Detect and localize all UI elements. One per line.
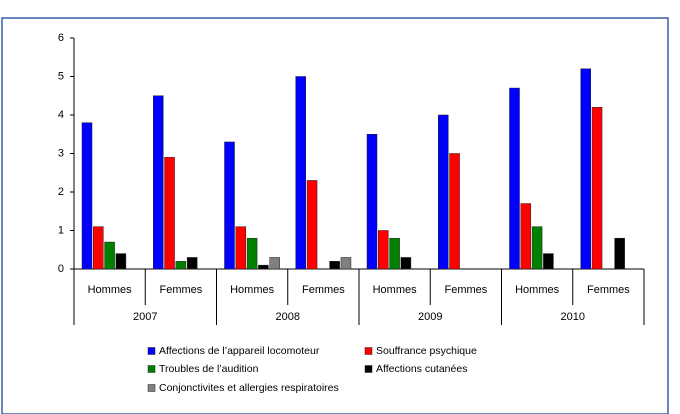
bar: [591, 107, 603, 270]
bar: [224, 141, 235, 270]
bar: [520, 203, 532, 270]
legend-label: Troubles de l’audition: [159, 363, 259, 375]
bar: [235, 226, 247, 270]
bar: [509, 87, 520, 270]
bar: [115, 253, 127, 270]
y-tick-label: 1: [58, 224, 64, 236]
bar: [295, 76, 306, 270]
y-tick-label: 2: [58, 186, 64, 198]
group-label: 2008: [276, 311, 300, 323]
bar: [81, 122, 93, 270]
bar: [258, 264, 269, 270]
legend-swatch: [364, 347, 373, 355]
x-tick-label: Hommes: [515, 284, 560, 296]
legend-swatch: [147, 384, 156, 392]
bar: [614, 237, 625, 270]
bar: [400, 257, 412, 270]
legend-swatch: [147, 347, 156, 355]
bar: [378, 230, 389, 270]
bar: [329, 261, 340, 270]
x-tick-label: Hommes: [88, 284, 133, 296]
bar: [93, 226, 104, 270]
y-tick-label: 0: [58, 263, 64, 275]
legend-label: Affections de l’appareil locomoteur: [159, 345, 320, 357]
x-tick-label: Hommes: [230, 284, 275, 296]
y-tick-label: 4: [58, 109, 64, 121]
bar: [449, 153, 460, 270]
bar: [186, 257, 198, 270]
legend-swatch: [147, 365, 156, 373]
bar: [164, 157, 175, 270]
bar: [246, 237, 258, 270]
frame: [1, 17, 669, 414]
x-tick-label: Femmes: [587, 284, 630, 296]
group-label: 2009: [418, 311, 442, 323]
bar: [340, 257, 352, 270]
legend-label: Souffrance psychique: [376, 345, 477, 357]
y-tick-label: 6: [58, 32, 64, 44]
bar: [543, 253, 554, 270]
x-tick-label: Femmes: [159, 284, 202, 296]
bar: [306, 180, 318, 270]
group-label: 2007: [133, 311, 157, 323]
bar: [531, 226, 543, 270]
bar: [153, 95, 164, 270]
x-tick-label: Femmes: [444, 284, 487, 296]
y-tick-label: 3: [58, 147, 64, 159]
bar: [580, 68, 591, 270]
legend-label: Conjonctivites et allergies respiratoire…: [159, 382, 339, 394]
legend-label: Affections cutanées: [376, 363, 467, 375]
y-tick-label: 5: [58, 70, 64, 82]
bar: [175, 261, 187, 270]
x-tick-label: Hommes: [373, 284, 418, 296]
legend-swatch: [364, 365, 373, 373]
bar: [389, 237, 400, 270]
bar: [366, 134, 378, 270]
bar: [438, 114, 449, 270]
bar: [104, 241, 115, 270]
x-tick-label: Femmes: [302, 284, 345, 296]
group-label: 2010: [561, 311, 585, 323]
bar: [269, 257, 280, 270]
